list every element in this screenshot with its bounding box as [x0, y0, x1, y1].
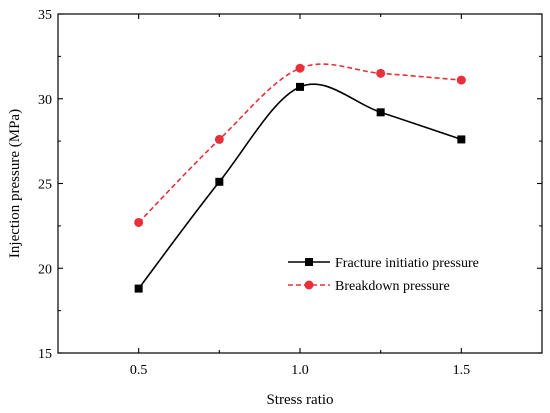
y-axis: 15 20 25 30 35: [38, 8, 542, 362]
legend-marker-circle: [304, 280, 314, 290]
data-point-square: [134, 284, 143, 293]
data-point-square: [215, 177, 224, 186]
data-point-circle: [295, 63, 305, 73]
y-tick-label: 25: [38, 178, 52, 193]
legend-item-fracture-initiation: Fracture initiatio pressure: [288, 256, 479, 271]
series-layer: [134, 63, 466, 293]
data-point-square: [457, 135, 466, 144]
x-axis-title: Stress ratio: [266, 392, 333, 408]
x-tick-label: 1.0: [291, 363, 309, 378]
x-axis: 0.5 1.0 1.5: [130, 14, 470, 378]
y-tick-label: 20: [38, 262, 52, 277]
legend: Fracture initiatio pressure Breakdown pr…: [288, 256, 479, 294]
legend-label-fracture-initiation: Fracture initiatio pressure: [335, 256, 479, 271]
x-tick-label: 0.5: [130, 363, 148, 378]
x-tick-label: 1.5: [453, 363, 471, 378]
data-point-square: [296, 82, 304, 91]
data-point-circle: [456, 75, 466, 85]
y-tick-label: 35: [38, 8, 52, 23]
series-line-0: [138, 83, 462, 290]
y-tick-label: 15: [38, 347, 52, 362]
data-point-square: [376, 108, 385, 117]
y-axis-title: Injection pressure (MPa): [7, 109, 23, 258]
data-point-circle: [214, 134, 224, 144]
data-point-circle: [134, 217, 144, 227]
data-point-circle: [376, 68, 386, 78]
legend-marker-square: [305, 258, 313, 266]
legend-label-breakdown: Breakdown pressure: [335, 279, 450, 294]
y-tick-label: 30: [38, 93, 52, 108]
legend-item-breakdown: Breakdown pressure: [288, 279, 450, 294]
